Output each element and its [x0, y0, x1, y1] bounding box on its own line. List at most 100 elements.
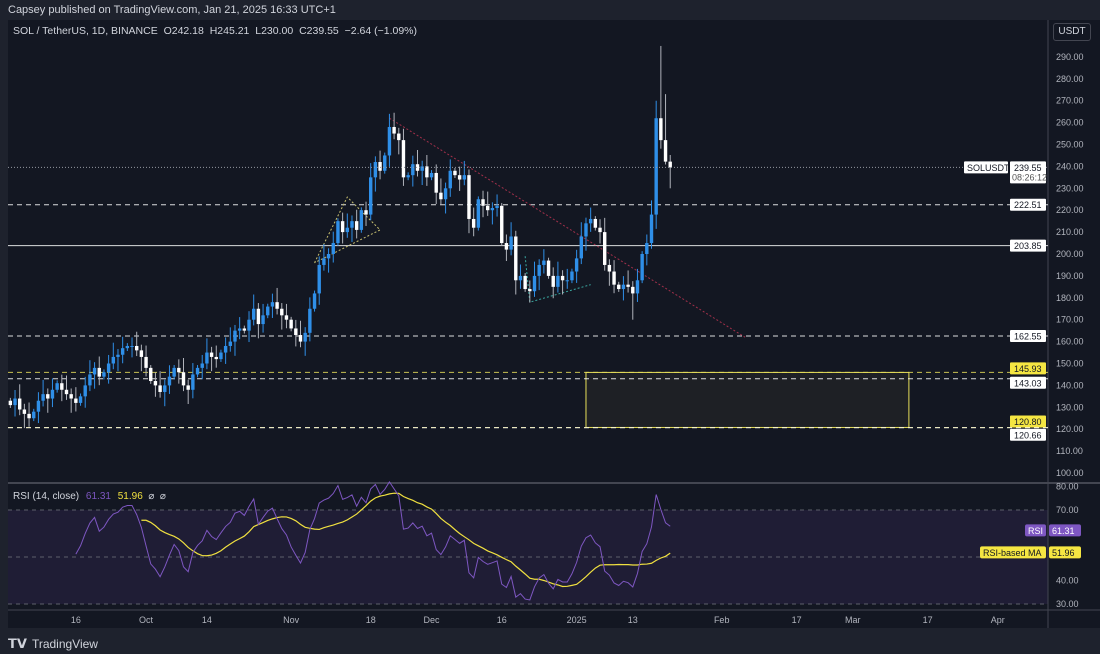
price-axis-label: 150.00: [1056, 359, 1084, 369]
candle-body: [270, 302, 275, 307]
candle-body: [364, 210, 368, 215]
candle-body: [303, 332, 307, 342]
candle-body: [345, 227, 349, 233]
candle-body: [467, 175, 471, 219]
candle-body: [415, 164, 420, 171]
candle-body: [439, 192, 443, 200]
hidden-icon[interactable]: ⌀: [145, 491, 155, 502]
symbol-name: SOL / TetherUS, 1D, BINANCE: [13, 25, 158, 37]
candle-body: [261, 315, 265, 325]
price-axis-label: 180.00: [1056, 293, 1084, 303]
candle-body: [612, 271, 616, 285]
candle-body: [523, 275, 527, 290]
candle-body: [308, 308, 312, 333]
candle-body: [242, 328, 247, 331]
candle-body: [50, 389, 55, 399]
candle-body: [551, 275, 555, 287]
candle-body: [205, 352, 209, 364]
candle-body: [186, 385, 190, 390]
candle-body: [504, 243, 509, 250]
candle-body: [8, 400, 13, 406]
candle-body: [495, 205, 499, 209]
candle-body: [378, 162, 382, 171]
candle-body: [336, 221, 340, 244]
candle-body: [111, 356, 115, 364]
triangle-pattern: [314, 196, 381, 264]
time-axis-label: 13: [628, 615, 638, 625]
candle-body: [654, 118, 658, 215]
rsi-value: 61.31: [85, 491, 111, 502]
price-axis-label: 140.00: [1056, 380, 1084, 390]
price-axis-label: 270.00: [1056, 96, 1084, 106]
current-price-label: 239.55: [1014, 163, 1042, 173]
time-axis-label: 2025: [567, 615, 587, 625]
price-axis-label: 240.00: [1056, 161, 1084, 171]
tradingview-logo-icon: 𝗧𝗩: [8, 636, 27, 651]
candle-body: [453, 170, 457, 176]
current-price-tag: [1010, 161, 1046, 184]
candle-body: [659, 118, 663, 141]
candle-body: [584, 223, 588, 237]
candle-body: [22, 409, 27, 414]
candle-body: [228, 341, 232, 346]
candle-body: [55, 383, 59, 390]
brand-name: TradingView: [31, 637, 98, 651]
candle-body: [46, 394, 50, 399]
currency-button[interactable]: USDT: [1053, 23, 1091, 41]
hidden-icon[interactable]: ⌀: [157, 491, 166, 502]
candle-body: [120, 348, 125, 355]
candle-body: [97, 367, 101, 377]
candle-body: [425, 166, 429, 178]
candle-body: [429, 172, 434, 178]
rsi-value-tag-label: 61.31: [1052, 526, 1075, 536]
candle-body: [631, 286, 635, 294]
rsi-ma-tag: [980, 546, 1046, 559]
candle-body: [640, 254, 644, 281]
price-axis-label: 250.00: [1056, 140, 1084, 150]
candle-body: [200, 363, 204, 368]
candle-body: [280, 308, 284, 316]
candle-body: [411, 164, 415, 176]
candle-body: [406, 175, 410, 178]
candle-body: [621, 284, 626, 290]
level-tag: [1010, 428, 1046, 441]
candle-body: [27, 413, 31, 419]
level-tag: [1010, 239, 1046, 252]
candle-body: [102, 372, 106, 377]
candle-body: [78, 396, 83, 403]
rsi-ma-value-label: 51.96: [1052, 548, 1075, 558]
candle-body: [294, 328, 298, 336]
level-tag: [1010, 362, 1046, 375]
downtrend-line: [389, 117, 746, 338]
candle-body: [635, 280, 640, 294]
level-tag: [1010, 415, 1046, 428]
rsi-ma-line: [141, 492, 671, 588]
candle-body: [284, 315, 289, 320]
candle-body: [542, 260, 546, 265]
price-axis-label: 200.00: [1056, 249, 1084, 259]
candle-body: [663, 140, 668, 162]
candle-body: [83, 385, 87, 397]
candle-body: [322, 258, 326, 265]
candle-body: [649, 214, 654, 244]
candle-body: [266, 306, 270, 316]
rsi-legend: RSI (14, close) 61.31 51.96 ⌀ ⌀: [13, 491, 166, 502]
candle-body: [125, 345, 130, 349]
time-axis-label: 17: [923, 615, 933, 625]
price-axis-label: 260.00: [1056, 118, 1084, 128]
candle-body: [172, 367, 176, 377]
candle-body: [92, 367, 97, 375]
candle-body: [158, 385, 162, 392]
price-axis-label: 130.00: [1056, 402, 1084, 412]
candle-body: [298, 335, 303, 342]
candle-body: [135, 345, 139, 351]
candle-body: [537, 264, 541, 276]
price-axis-label: 120.00: [1056, 424, 1084, 434]
level-tag-label: 145.93: [1014, 364, 1042, 374]
candle-body: [514, 236, 518, 281]
candle-body: [163, 385, 167, 392]
symbol-legend: SOL / TetherUS, 1D, BINANCE O242.18 H245…: [13, 25, 417, 37]
candle-body: [383, 155, 387, 171]
price-axis-label: 230.00: [1056, 183, 1084, 193]
